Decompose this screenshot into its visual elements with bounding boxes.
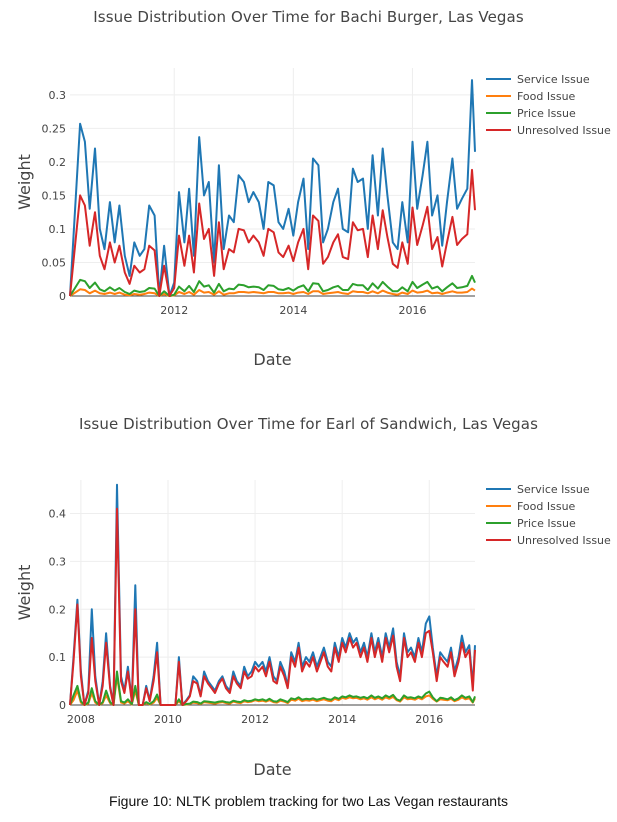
- y-tick-label: 0: [59, 290, 66, 303]
- legend-label: Food Issue: [517, 500, 576, 513]
- y-tick-label: 0.4: [49, 508, 67, 521]
- series-line-unresolved-issue: [69, 507, 476, 706]
- y-tick-label: 0.15: [42, 189, 67, 202]
- x-tick-label: 2008: [67, 713, 95, 726]
- x-axis-label: Date: [253, 760, 291, 779]
- y-axis-label: Weight: [15, 565, 34, 621]
- chart-title: Issue Distribution Over Time for Earl of…: [78, 415, 538, 433]
- x-tick-label: 2014: [328, 713, 356, 726]
- x-tick-label: 2012: [241, 713, 269, 726]
- legend-label: Food Issue: [517, 90, 576, 103]
- y-tick-label: 0.2: [49, 603, 67, 616]
- y-tick-label: 0.25: [42, 122, 67, 135]
- y-tick-label: 0: [59, 699, 66, 712]
- chart-earl-of-sandwich: Issue Distribution Over Time for Earl of…: [0, 405, 617, 790]
- x-tick-label: 2016: [415, 713, 443, 726]
- legend-label: Price Issue: [517, 107, 576, 120]
- legend-label: Unresolved Issue: [517, 124, 611, 137]
- legend-label: Unresolved Issue: [517, 534, 611, 547]
- y-axis-label: Weight: [15, 154, 34, 210]
- series-line-service-issue: [69, 79, 476, 297]
- y-tick-label: 0.3: [49, 555, 67, 568]
- chart-svg: 0 0.1 0.2 0.3 0.4 2008 2010 2012 2014 2016 Date Wei…: [15, 480, 611, 779]
- y-tick-label: 0.1: [49, 651, 67, 664]
- legend-label: Service Issue: [517, 483, 590, 496]
- chart-svg: 0 0.05 0.1 0.15 0.2 0.25 0.3 2012 2014 2016 Date We…: [15, 68, 611, 369]
- legend-label: Price Issue: [517, 517, 576, 530]
- y-tick-label: 0.1: [49, 223, 67, 236]
- y-tick-label: 0.3: [49, 89, 67, 102]
- y-tick-label: 0.05: [42, 256, 67, 269]
- x-tick-label: 2010: [154, 713, 182, 726]
- chart-bachi-burger: Issue Distribution Over Time for Bachi B…: [0, 0, 617, 395]
- y-tick-label: 0.2: [49, 156, 67, 169]
- chart-title: Issue Distribution Over Time for Bachi B…: [93, 8, 524, 26]
- legend-label: Service Issue: [517, 73, 590, 86]
- series-line-unresolved-issue: [69, 168, 476, 297]
- series-line-food-issue: [69, 287, 476, 297]
- figure-caption: Figure 10: NLTK problem tracking for two…: [109, 793, 508, 809]
- series-line-price-issue: [69, 274, 476, 297]
- x-axis-label: Date: [253, 350, 291, 369]
- x-tick-label: 2012: [160, 304, 188, 317]
- x-tick-label: 2014: [279, 304, 307, 317]
- x-tick-label: 2016: [398, 304, 426, 317]
